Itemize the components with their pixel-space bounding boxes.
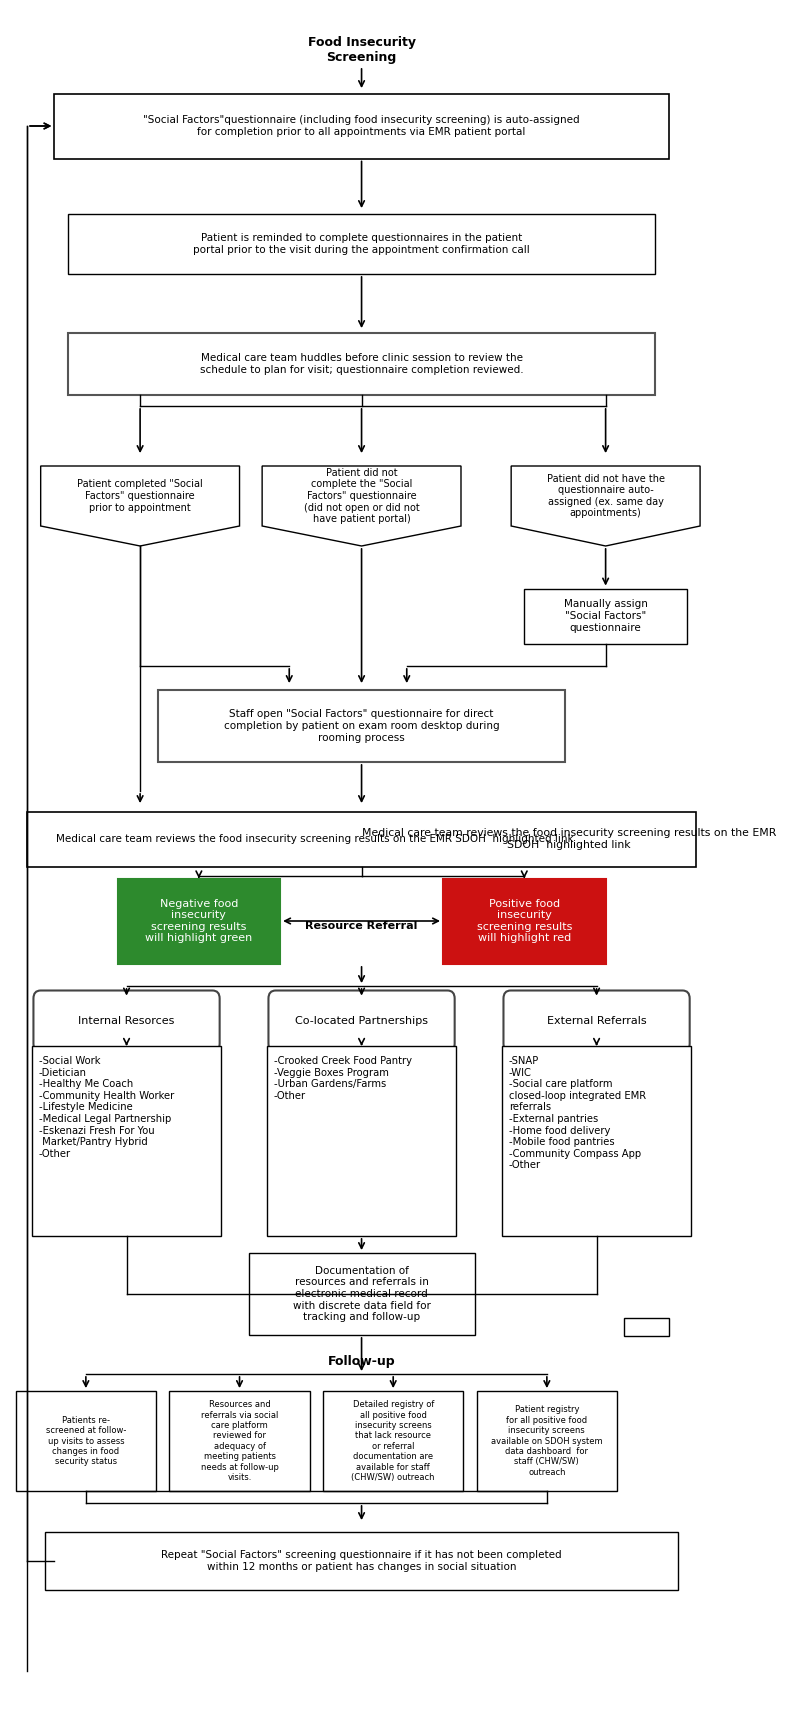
FancyBboxPatch shape	[68, 332, 655, 396]
Text: -Social Work
-Dietician
-Healthy Me Coach
-Community Health Worker
-Lifestyle Me: -Social Work -Dietician -Healthy Me Coac…	[39, 1057, 174, 1158]
FancyBboxPatch shape	[34, 991, 220, 1052]
Text: -SNAP
-WIC
-Social care platform
closed-loop integrated EMR
referrals
-External : -SNAP -WIC -Social care platform closed-…	[509, 1057, 646, 1170]
Polygon shape	[262, 466, 461, 546]
Text: Staff open "Social Factors" questionnaire for direct
completion by patient on ex: Staff open "Social Factors" questionnair…	[224, 709, 499, 742]
FancyBboxPatch shape	[249, 1253, 474, 1335]
Text: -Crooked Creek Food Pantry
-Veggie Boxes Program
-Urban Gardens/Farms
-Other: -Crooked Creek Food Pantry -Veggie Boxes…	[274, 1057, 412, 1101]
FancyBboxPatch shape	[503, 991, 690, 1052]
Text: Patients re-
screened at follow-
up visits to assess
changes in food
security st: Patients re- screened at follow- up visi…	[46, 1416, 126, 1466]
FancyBboxPatch shape	[68, 213, 655, 274]
Text: Patient did not
complete the "Social
Factors" questionnaire
(did not open or did: Patient did not complete the "Social Fac…	[304, 468, 419, 525]
FancyBboxPatch shape	[54, 93, 669, 158]
Text: Patient registry
for all positive food
insecurity screens
available on SDOH syst: Patient registry for all positive food i…	[491, 1406, 602, 1477]
Text: Documentation of
resources and referrals in
electronic medical record
with discr: Documentation of resources and referrals…	[293, 1267, 430, 1322]
Text: Patient is reminded to complete questionnaires in the patient
portal prior to th: Patient is reminded to complete question…	[193, 234, 530, 255]
Bar	[323, 1391, 463, 1490]
Bar	[16, 1391, 156, 1490]
Text: Internal Resorces: Internal Resorces	[78, 1015, 174, 1026]
Text: Patient completed "Social
Factors" questionnaire
prior to appointment: Patient completed "Social Factors" quest…	[78, 480, 203, 513]
FancyBboxPatch shape	[118, 878, 280, 964]
Text: Resource Referral: Resource Referral	[306, 921, 418, 931]
Text: Manually assign
"Social Factors"
questionnaire: Manually assign "Social Factors" questio…	[564, 599, 647, 633]
Text: Medical care team huddles before clinic session to review the
schedule to plan f: Medical care team huddles before clinic …	[200, 353, 523, 375]
FancyBboxPatch shape	[269, 991, 454, 1052]
Text: Follow-up: Follow-up	[328, 1354, 395, 1368]
Bar	[170, 1391, 310, 1490]
FancyBboxPatch shape	[45, 1532, 678, 1590]
Bar	[32, 1046, 222, 1236]
Text: "Social Factors"questionnaire (including food insecurity screening) is auto-assi: "Social Factors"questionnaire (including…	[143, 115, 580, 136]
FancyBboxPatch shape	[27, 812, 696, 866]
FancyBboxPatch shape	[158, 690, 565, 762]
Text: Positive food
insecurity
screening results
will highlight red: Positive food insecurity screening resul…	[477, 898, 572, 943]
Text: Medical care team reviews the food insecurity screening results on the EMR SDOH : Medical care team reviews the food insec…	[56, 835, 574, 843]
FancyBboxPatch shape	[524, 589, 687, 644]
Bar	[502, 1046, 691, 1236]
Text: Food Insecurity
Screening: Food Insecurity Screening	[307, 36, 415, 64]
Polygon shape	[511, 466, 700, 546]
Text: Co-located Partnerships: Co-located Partnerships	[295, 1015, 428, 1026]
Bar	[266, 1046, 457, 1236]
FancyBboxPatch shape	[443, 878, 606, 964]
Text: Repeat "Social Factors" screening questionnaire if it has not been completed
wit: Repeat "Social Factors" screening questi…	[162, 1551, 562, 1571]
Bar	[477, 1391, 617, 1490]
Polygon shape	[41, 466, 239, 546]
Text: Resources and
referrals via social
care platform
reviewed for
adequacy of
meetin: Resources and referrals via social care …	[201, 1401, 278, 1482]
Text: Negative food
insecurity
screening results
will highlight green: Negative food insecurity screening resul…	[146, 898, 253, 943]
Text: Patient did not have the
questionnaire auto-
assigned (ex. same day
appointments: Patient did not have the questionnaire a…	[546, 473, 665, 518]
Text: External Referrals: External Referrals	[546, 1015, 646, 1026]
Text: Medical care team reviews the food insecurity screening results on the EMR SDOH : Medical care team reviews the food insec…	[362, 828, 776, 850]
Bar	[624, 1318, 669, 1335]
Text: Detailed registry of
all positive food
insecurity screens
that lack resource
or : Detailed registry of all positive food i…	[351, 1401, 435, 1482]
